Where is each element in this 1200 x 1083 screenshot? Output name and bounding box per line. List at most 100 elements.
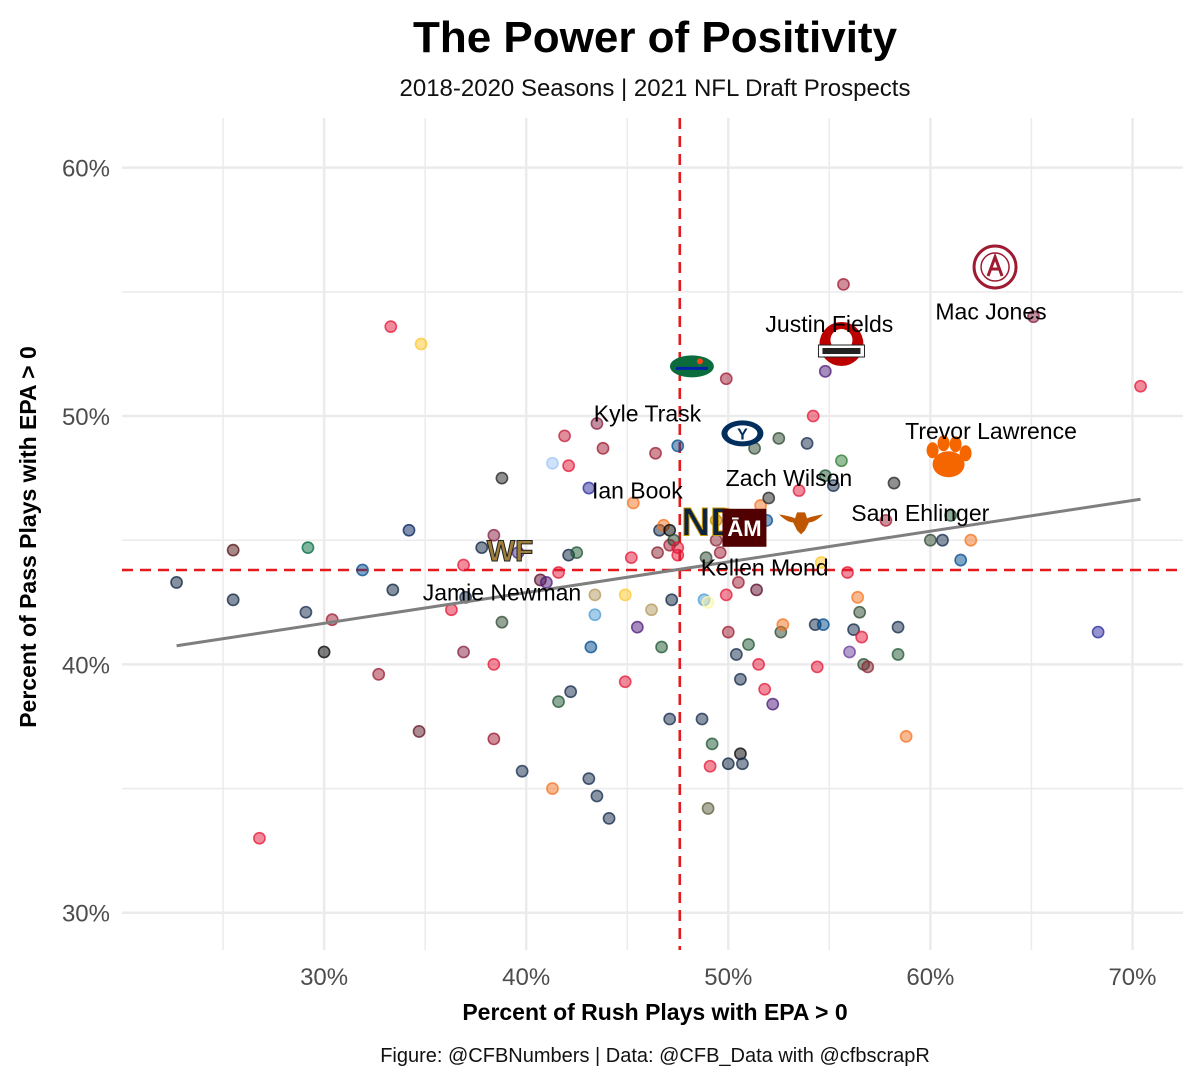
data-point [649, 446, 662, 460]
byu-logo: Y [721, 420, 764, 447]
data-point [923, 533, 937, 547]
data-point [816, 618, 830, 632]
data-point [861, 660, 875, 674]
data-point [709, 533, 723, 547]
data-point [624, 551, 638, 564]
clemson-logo [926, 435, 972, 478]
data-point [582, 772, 596, 786]
chart-caption: Figure: @CFBNumbers | Data: @CFB_Data wi… [380, 1045, 930, 1067]
player-labels: Mac Jones Justin Fields Kyle Trask Trevor L… [423, 299, 1077, 606]
data-point [776, 618, 790, 632]
data-point [709, 513, 723, 527]
clemson-toe [926, 442, 939, 459]
data-point [618, 675, 632, 689]
data-point [626, 496, 640, 510]
texas-am-box [722, 508, 767, 547]
data-point [457, 558, 470, 572]
reference-lines [122, 118, 1183, 950]
data-point [584, 640, 598, 654]
data-point [766, 697, 780, 711]
player-label: Ian Book [592, 478, 683, 504]
data-point [558, 429, 571, 443]
data-points [170, 277, 1147, 845]
chart-subtitle: 2018-2020 Seasons | 2021 NFL Draft Prosp… [400, 75, 911, 102]
data-point [806, 409, 820, 423]
data-point [299, 605, 313, 619]
player-label: Kyle Trask [594, 401, 702, 427]
axis-ticks: 30% 40% 50% 60% 70% 30% 40% 50% 60% [62, 156, 1157, 991]
data-point [590, 789, 604, 803]
data-point [734, 672, 747, 686]
data-point [386, 583, 400, 597]
data-point [699, 551, 713, 564]
data-point [356, 563, 369, 577]
player-label: Kellen Mond [701, 555, 829, 581]
data-point [412, 725, 426, 738]
data-point [663, 712, 677, 726]
wake-forest-logo: WF [486, 535, 534, 569]
data-point [562, 459, 576, 473]
data-point [721, 757, 735, 771]
data-point [879, 513, 893, 527]
data-point [835, 454, 848, 468]
data-point [964, 533, 978, 547]
data-point [826, 479, 840, 492]
player-label: Mac Jones [935, 299, 1046, 325]
data-point [705, 737, 719, 751]
data-point [936, 533, 949, 547]
data-point [372, 667, 386, 681]
data-point [457, 645, 470, 659]
x-tick-label: 40% [502, 964, 550, 991]
data-point [701, 595, 715, 609]
ohio-state-logo [817, 322, 865, 367]
y-axis-title: Percent of Pass Plays with EPA > 0 [15, 346, 41, 728]
texas-am-atm-icon: ĀM [727, 516, 761, 541]
data-point [818, 469, 832, 483]
clemson-toe [959, 445, 972, 462]
data-point [851, 590, 865, 604]
data-point [495, 471, 509, 485]
data-point [853, 605, 867, 619]
data-point [170, 576, 183, 589]
data-point [570, 546, 584, 560]
data-point [713, 546, 727, 560]
alabama-logo [972, 244, 1018, 290]
y-tick-label: 60% [62, 156, 110, 183]
byu-y-icon: Y [737, 426, 748, 443]
ohio-state-wordmark-bar [822, 348, 861, 355]
data-point [742, 638, 755, 651]
clemson-paw-pad [932, 451, 965, 478]
data-point [887, 476, 901, 490]
player-label: Justin Fields [765, 311, 893, 337]
x-axis-title: Percent of Rush Plays with EPA > 0 [462, 999, 847, 1025]
data-point [590, 417, 604, 430]
y-tick-label: 30% [62, 901, 110, 928]
player-label: Zach Wilson [726, 465, 853, 491]
data-point [1134, 379, 1147, 393]
data-point [721, 625, 735, 639]
data-point [487, 657, 501, 671]
player-label: Jamie Newman [423, 579, 582, 605]
texas-logo [779, 512, 824, 535]
data-point [487, 528, 501, 542]
data-point [772, 431, 786, 445]
data-point [891, 620, 905, 634]
data-point [414, 337, 428, 351]
data-point [847, 623, 860, 637]
data-point [703, 759, 717, 773]
data-point [552, 695, 565, 709]
data-point [253, 831, 266, 845]
data-point [515, 764, 529, 778]
data-point [701, 802, 715, 815]
data-point [810, 660, 824, 674]
data-point [596, 441, 610, 455]
trend-line-group [176, 497, 1141, 648]
data-point [317, 645, 331, 659]
data-point [645, 603, 658, 617]
x-tick-label: 60% [906, 964, 954, 991]
x-tick-label: 70% [1108, 964, 1156, 991]
y-tick-label: 40% [62, 652, 110, 679]
data-point [582, 481, 596, 495]
clemson-toe [937, 435, 950, 452]
